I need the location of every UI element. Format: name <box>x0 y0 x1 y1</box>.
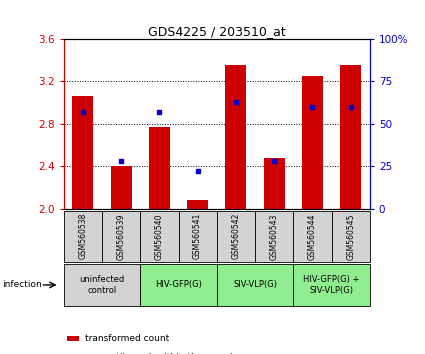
Text: GSM560545: GSM560545 <box>346 213 355 259</box>
Text: HIV-GFP(G): HIV-GFP(G) <box>155 280 202 290</box>
Text: GSM560544: GSM560544 <box>308 213 317 259</box>
Bar <box>64 264 140 306</box>
Bar <box>293 264 370 306</box>
Bar <box>140 264 217 306</box>
Bar <box>217 264 293 306</box>
Bar <box>225 65 246 209</box>
Bar <box>178 211 217 262</box>
Text: SIV-VLP(G): SIV-VLP(G) <box>233 280 277 290</box>
Bar <box>340 65 361 209</box>
Text: GSM560539: GSM560539 <box>116 213 126 259</box>
Text: GSM560541: GSM560541 <box>193 213 202 259</box>
Bar <box>102 211 140 262</box>
Bar <box>293 211 332 262</box>
Text: GSM560542: GSM560542 <box>231 213 241 259</box>
Bar <box>72 96 94 209</box>
Text: uninfected
control: uninfected control <box>79 275 125 295</box>
Text: GSM560538: GSM560538 <box>78 213 88 259</box>
Bar <box>302 76 323 209</box>
Text: GSM560540: GSM560540 <box>155 213 164 259</box>
Text: percentile rank within the sample: percentile rank within the sample <box>85 353 238 354</box>
Bar <box>64 211 102 262</box>
Bar <box>110 166 132 209</box>
Bar <box>217 211 255 262</box>
Bar <box>264 158 285 209</box>
Bar <box>149 127 170 209</box>
Bar <box>140 211 178 262</box>
Text: HIV-GFP(G) +
SIV-VLP(G): HIV-GFP(G) + SIV-VLP(G) <box>303 275 360 295</box>
Bar <box>332 211 370 262</box>
Bar <box>255 211 293 262</box>
Bar <box>67 336 79 341</box>
Text: infection: infection <box>2 280 42 290</box>
Text: GSM560543: GSM560543 <box>269 213 279 259</box>
Bar <box>187 200 208 209</box>
Title: GDS4225 / 203510_at: GDS4225 / 203510_at <box>148 25 286 38</box>
Text: transformed count: transformed count <box>85 334 170 343</box>
